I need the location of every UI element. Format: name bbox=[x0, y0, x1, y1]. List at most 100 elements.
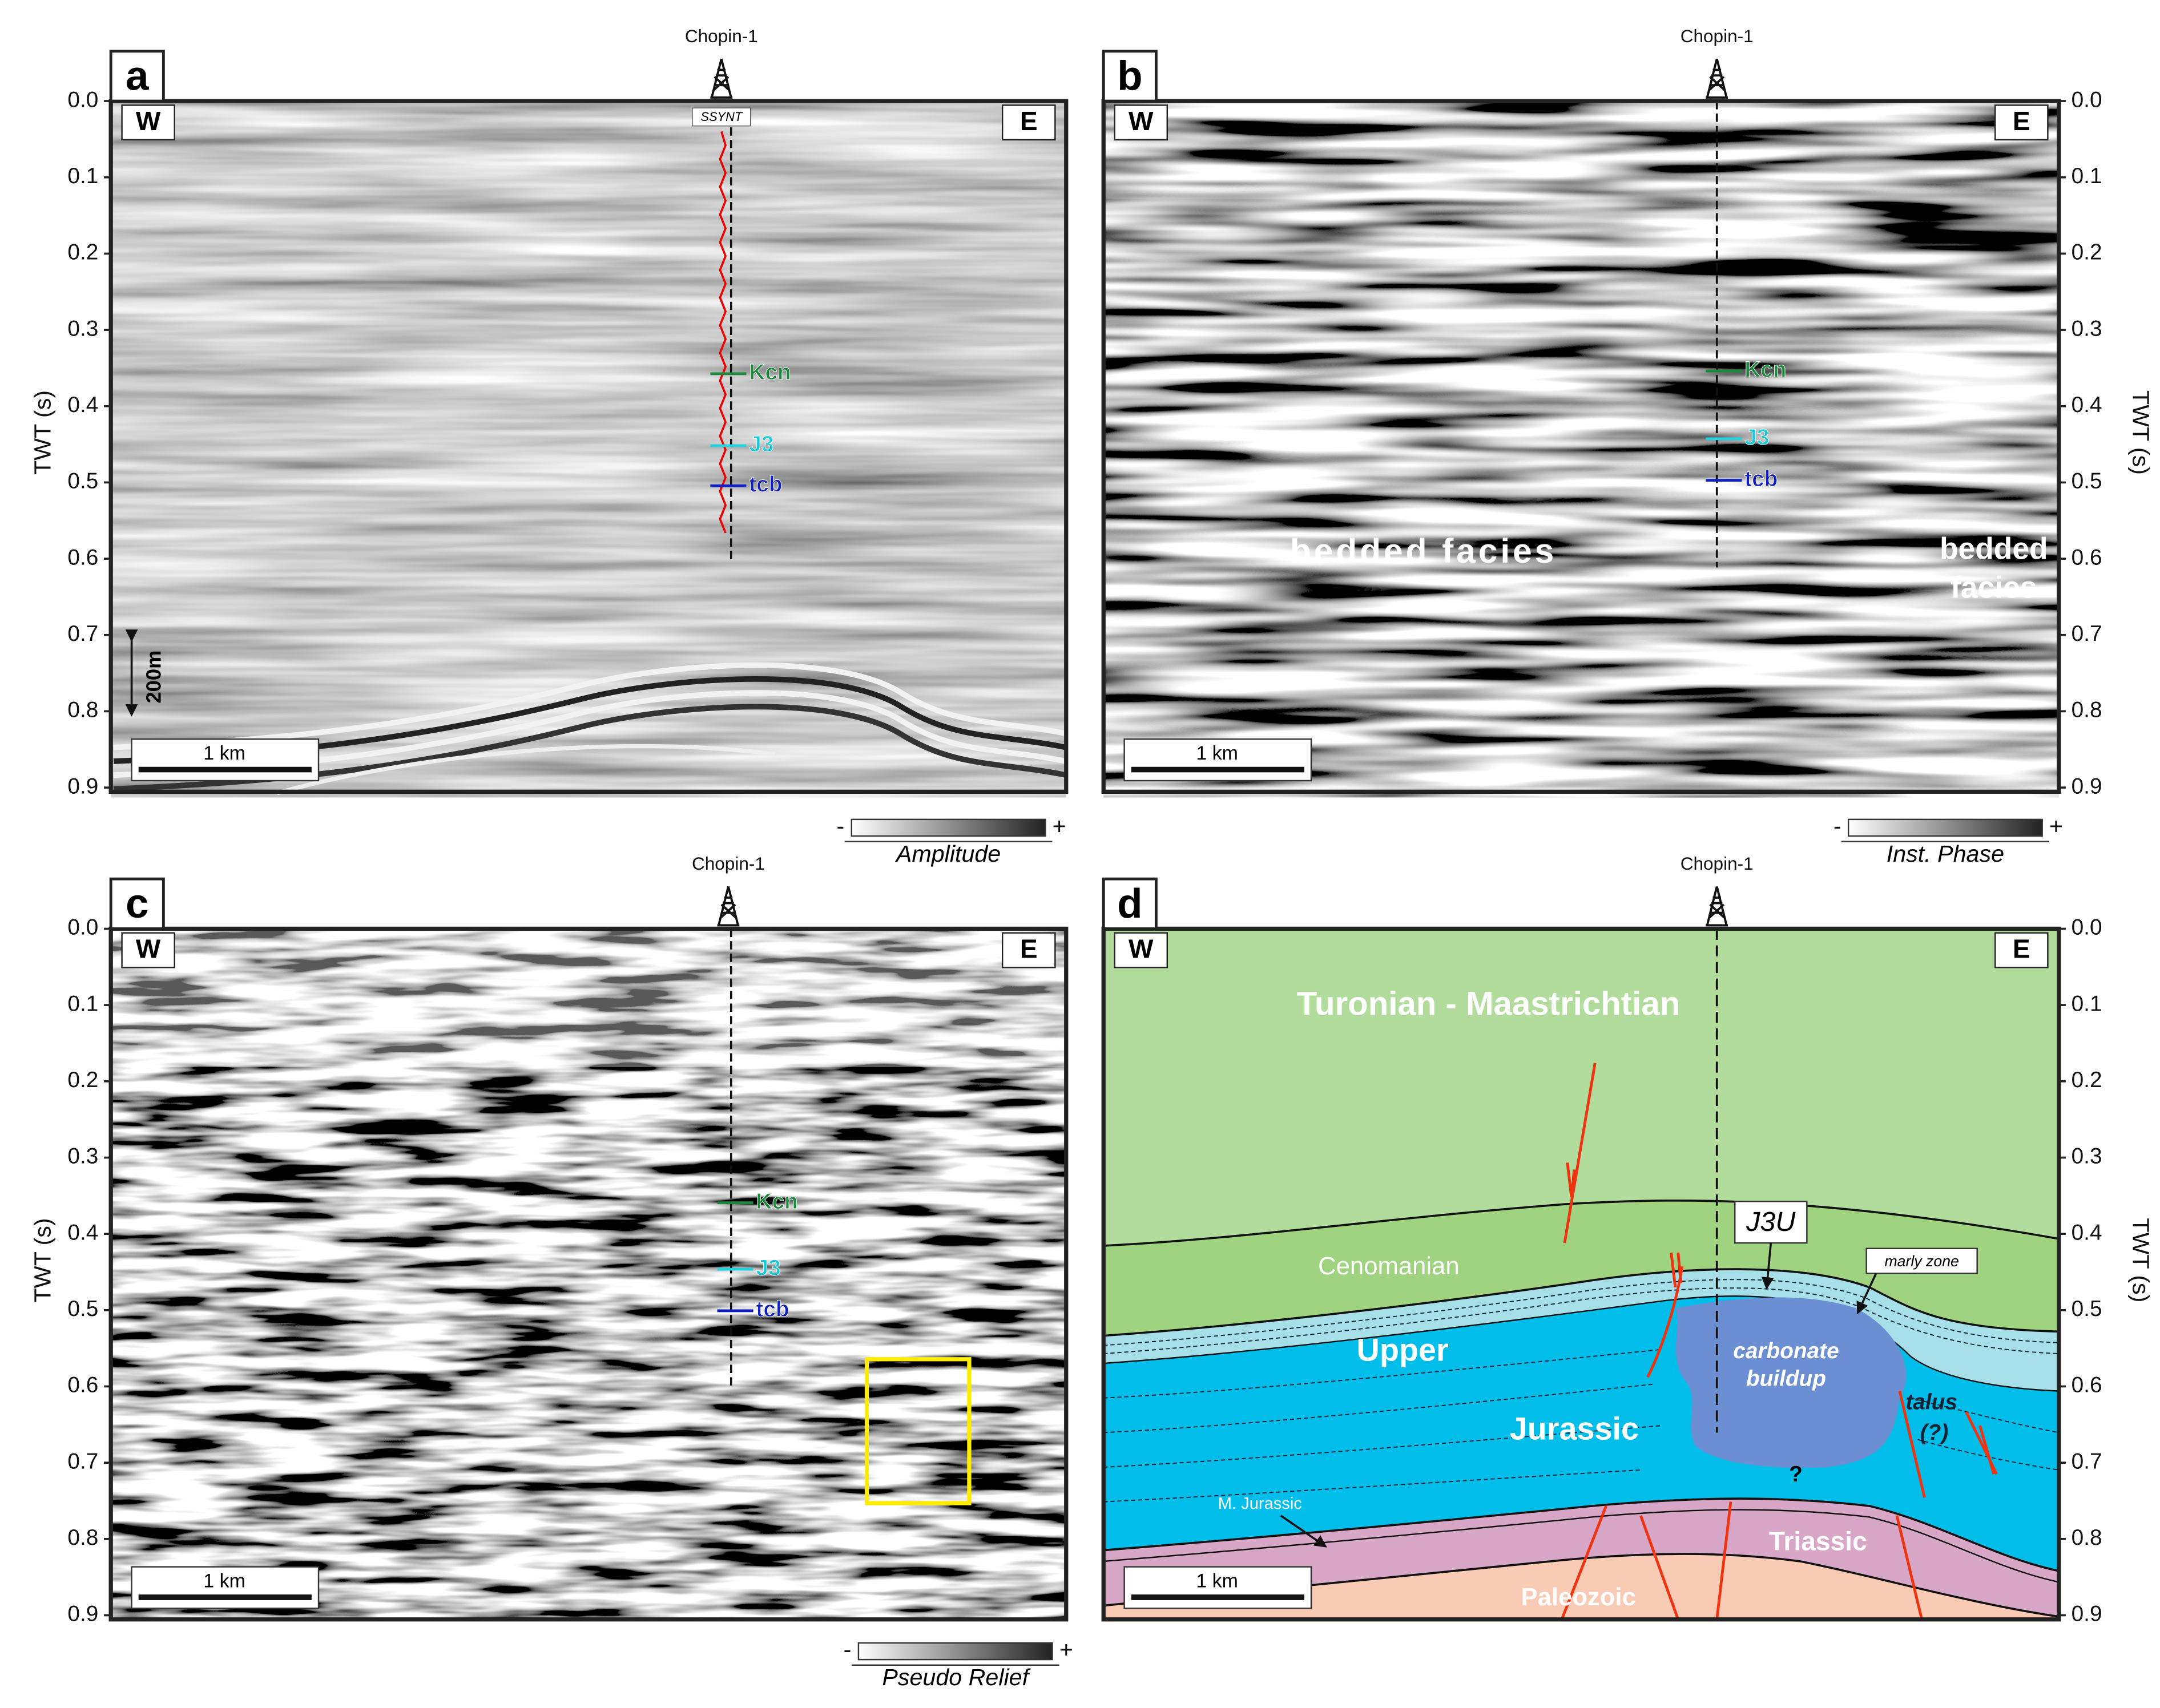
seismic-phase bbox=[1103, 101, 2059, 798]
scale-bar-label: 1 km bbox=[1196, 742, 1238, 764]
horizon-label: Kcn bbox=[1744, 357, 1786, 382]
east-label: E bbox=[2013, 934, 2030, 963]
w-box bbox=[121, 932, 175, 968]
well-label: Chopin-1 bbox=[1681, 853, 1754, 874]
colorbar-label: Inst. Phase bbox=[1887, 841, 2004, 867]
panel-frame bbox=[108, 926, 1069, 1622]
horizon-label: Kcn bbox=[756, 1189, 797, 1214]
letter-box bbox=[1102, 50, 1158, 103]
unit-label: Paleozoic bbox=[1521, 1583, 1636, 1611]
carbonate-buildup bbox=[1675, 1297, 1907, 1468]
panel-frame bbox=[1101, 99, 2061, 794]
unit-label: (?) bbox=[1920, 1420, 1949, 1445]
w-box bbox=[121, 104, 175, 141]
arrow bbox=[1761, 1242, 1774, 1290]
well-label: Chopin-1 bbox=[1681, 26, 1754, 46]
y-tick-label: 0.6 bbox=[2072, 545, 2102, 570]
scale-bar-box bbox=[1123, 738, 1312, 782]
e-box bbox=[1994, 932, 2049, 968]
y-tick-label: 0.0 bbox=[2072, 915, 2102, 940]
letter-box bbox=[109, 50, 165, 103]
west-label: W bbox=[1129, 934, 1154, 963]
geologic-model bbox=[1102, 928, 2060, 1621]
y-tick-label: 0.1 bbox=[67, 991, 98, 1016]
scale-bar-label: 1 km bbox=[203, 742, 245, 764]
letter-box bbox=[109, 877, 165, 930]
panel-frame bbox=[1101, 926, 2061, 1622]
panel-letter: a bbox=[126, 53, 149, 99]
unit-label: Cenomanian bbox=[1318, 1252, 1459, 1280]
unit-label: Triassic bbox=[1769, 1527, 1867, 1556]
panel-letter: c bbox=[126, 881, 148, 927]
faults bbox=[1560, 1063, 1998, 1620]
y-tick-label: 0.5 bbox=[2072, 1297, 2102, 1321]
synthetic-trace bbox=[719, 131, 727, 534]
colorbar-minus: - bbox=[1833, 813, 1841, 839]
east-label: E bbox=[1020, 106, 1038, 136]
unit-label: talus bbox=[1905, 1390, 1957, 1415]
y-tick-label: 0.1 bbox=[2072, 991, 2102, 1016]
y-tick-label: 0.1 bbox=[2072, 164, 2102, 188]
facies-label: facies bbox=[1951, 571, 2037, 604]
y-tick-label: 0.4 bbox=[2072, 1220, 2102, 1245]
derrick bbox=[1706, 886, 1728, 925]
y-tick-label: 0.7 bbox=[2072, 621, 2102, 646]
y-tick-label: 0.2 bbox=[67, 240, 98, 265]
horizon-label: tcb bbox=[756, 1297, 789, 1322]
scale-bar-box bbox=[131, 738, 320, 782]
e-box bbox=[1001, 932, 1056, 968]
unit-label: J3U bbox=[1746, 1206, 1796, 1237]
j3u-box bbox=[1734, 1201, 1808, 1244]
highlight-box bbox=[864, 1357, 972, 1505]
west-label: W bbox=[1129, 106, 1154, 136]
colorbar bbox=[851, 818, 1046, 837]
y-tick-label: 0.0 bbox=[67, 87, 98, 112]
well-label: Chopin-1 bbox=[692, 853, 765, 874]
scale-bar-label: 1 km bbox=[1196, 1570, 1238, 1592]
horizon-label: J3 bbox=[1744, 425, 1769, 450]
panel-furniture: 0.0 0.1 0.2 0.3 0.4 0.5 0.6 0.7 0.8 0.9 TWT (s) a W E… bbox=[30, 26, 2154, 1690]
unit-label: buildup bbox=[1746, 1366, 1826, 1391]
y-tick-label: 0.5 bbox=[67, 1297, 98, 1321]
synthetic-box bbox=[692, 107, 751, 127]
scale-bar-box bbox=[1123, 1566, 1312, 1609]
scale-bar-label: 1 km bbox=[203, 1570, 245, 1592]
w-box bbox=[1114, 104, 1168, 141]
unit-label: Jurassic bbox=[1510, 1411, 1639, 1447]
horizon-label: tcb bbox=[1744, 467, 1778, 491]
axis-label: TWT (s) bbox=[30, 1218, 56, 1302]
y-tick-label: 0.8 bbox=[67, 1525, 98, 1550]
marly-box bbox=[1865, 1247, 1978, 1274]
y-tick-label: 0.9 bbox=[67, 1602, 98, 1626]
y-tick-label: 0.9 bbox=[67, 774, 98, 798]
horizon-label: J3 bbox=[749, 432, 773, 457]
panel-letter: d bbox=[1117, 881, 1142, 927]
axis-label: TWT (s) bbox=[2128, 390, 2154, 475]
colorbar bbox=[857, 1642, 1053, 1661]
unit-label: marly zone bbox=[1884, 1253, 1958, 1270]
horizon-label: J3 bbox=[756, 1255, 780, 1280]
scale-bar-box bbox=[131, 1566, 320, 1609]
derrick bbox=[710, 59, 732, 98]
y-tick-label: 0.8 bbox=[2072, 1525, 2102, 1550]
arrow bbox=[1856, 1273, 1877, 1315]
w-box bbox=[1114, 932, 1168, 968]
horizon-label: Kcn bbox=[749, 360, 791, 385]
y-tick-label: 0.0 bbox=[2072, 87, 2102, 112]
y-tick-label: 0.2 bbox=[2072, 240, 2102, 265]
colorbar-label: Amplitude bbox=[894, 841, 1001, 867]
e-box bbox=[1994, 104, 2049, 141]
y-tick-label: 0.4 bbox=[2072, 393, 2102, 417]
y-tick-label: 0.3 bbox=[67, 1144, 98, 1169]
east-label: E bbox=[2013, 106, 2030, 136]
y-tick-label: 0.7 bbox=[67, 1449, 98, 1473]
derrick bbox=[1706, 59, 1728, 98]
y-tick-label: 0.8 bbox=[2072, 698, 2102, 722]
y-tick-label: 0.9 bbox=[2072, 774, 2102, 798]
y-tick-label: 0.5 bbox=[2072, 469, 2102, 494]
y-tick-label: 0.2 bbox=[67, 1068, 98, 1092]
panel-frame bbox=[108, 99, 1069, 794]
colorbar-minus: - bbox=[837, 813, 845, 839]
